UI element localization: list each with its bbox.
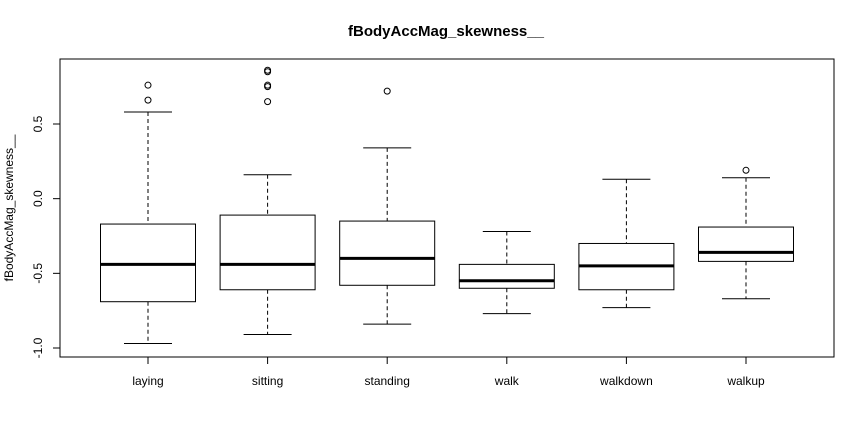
- chart-title: fBodyAccMag_skewness__: [348, 23, 545, 40]
- box-standing: [339, 87, 436, 325]
- outlier-point: [264, 98, 272, 106]
- x-tick-label: walkup: [726, 374, 765, 388]
- x-tick-label: walkdown: [599, 374, 653, 388]
- box-laying: [100, 81, 196, 345]
- x-tick-label: laying: [132, 374, 163, 388]
- outlier-point: [264, 66, 272, 74]
- y-axis-label: fBodyAccMag_skewness__: [2, 134, 16, 281]
- box-sitting: [219, 66, 316, 336]
- x-tick-label: walk: [494, 374, 520, 388]
- x-axis: laying sitting standing walk walkdown walkup: [132, 356, 765, 388]
- y-tick-label: 0.0: [31, 190, 45, 207]
- y-axis: -1.0 -0.5 0.0 0.5: [31, 115, 61, 358]
- box-walkup: [698, 166, 794, 300]
- iqr-box: [698, 226, 794, 262]
- y-tick-label: 0.5: [31, 115, 45, 132]
- outlier-point: [144, 81, 152, 89]
- outlier-point: [742, 166, 750, 174]
- plot-frame: [59, 58, 835, 358]
- iqr-box: [458, 263, 555, 289]
- outlier-point: [144, 96, 152, 104]
- boxes-group: [100, 66, 794, 345]
- x-tick-label: standing: [365, 374, 410, 388]
- outlier-point: [383, 87, 391, 95]
- x-tick-label: sitting: [252, 374, 283, 388]
- iqr-box: [339, 220, 436, 286]
- y-tick-label: -0.5: [31, 263, 45, 284]
- box-walkdown: [578, 178, 675, 309]
- box-walk: [458, 231, 555, 315]
- y-tick-label: -1.0: [31, 337, 45, 358]
- outlier-point: [264, 81, 272, 89]
- iqr-box: [219, 214, 316, 291]
